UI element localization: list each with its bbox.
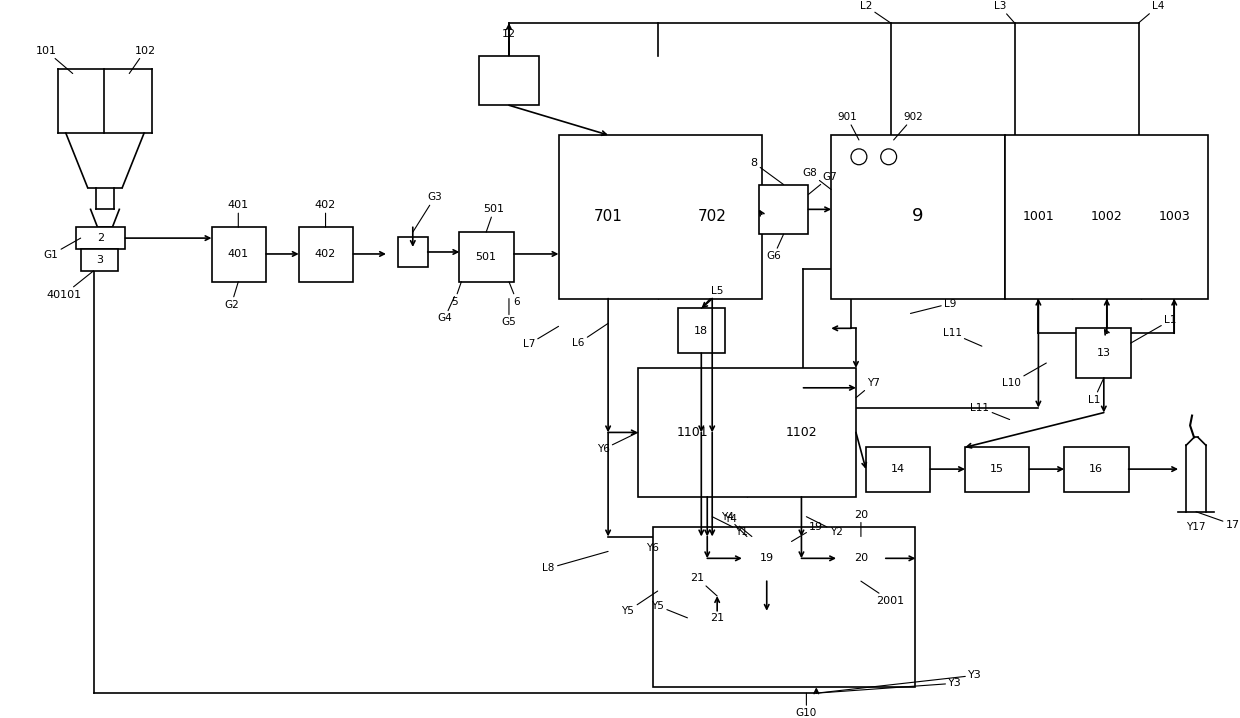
- Text: 21: 21: [711, 613, 724, 623]
- Bar: [831, 135, 1004, 299]
- Bar: [212, 227, 267, 281]
- Text: Y3: Y3: [816, 679, 962, 693]
- Text: G6: G6: [766, 234, 784, 261]
- Text: 18: 18: [694, 326, 708, 336]
- Text: Y5: Y5: [621, 591, 657, 616]
- Text: G5: G5: [502, 299, 516, 327]
- Text: 14: 14: [890, 464, 905, 474]
- Text: 20: 20: [854, 510, 868, 536]
- Text: Y1: Y1: [712, 517, 749, 536]
- Circle shape: [851, 149, 867, 164]
- Bar: [1004, 135, 1208, 299]
- Bar: [299, 227, 353, 281]
- Bar: [836, 536, 885, 581]
- Text: 401: 401: [228, 249, 249, 259]
- Text: 19: 19: [760, 554, 774, 564]
- Text: 1003: 1003: [1158, 210, 1190, 223]
- Bar: [398, 237, 428, 267]
- Text: Y3: Y3: [816, 671, 982, 693]
- Text: 19: 19: [791, 521, 823, 541]
- Bar: [652, 526, 915, 687]
- Text: 1001: 1001: [1023, 210, 1054, 223]
- Bar: [965, 447, 1029, 492]
- Text: 1002: 1002: [1091, 210, 1122, 223]
- Text: 2: 2: [97, 233, 104, 243]
- Text: Y4: Y4: [724, 513, 751, 536]
- Text: Y5: Y5: [651, 601, 687, 617]
- Text: G2: G2: [224, 281, 239, 309]
- Text: 13: 13: [1097, 348, 1111, 358]
- Text: 3: 3: [95, 255, 103, 265]
- Text: 16: 16: [1089, 464, 1102, 474]
- Text: G4: G4: [438, 297, 454, 323]
- Bar: [558, 135, 761, 299]
- Bar: [459, 232, 513, 281]
- Text: 701: 701: [594, 209, 622, 224]
- Text: G3: G3: [413, 192, 441, 232]
- Text: Y6: Y6: [646, 544, 660, 554]
- Text: 2001: 2001: [861, 581, 905, 606]
- Bar: [76, 227, 125, 249]
- Text: L5: L5: [702, 286, 723, 309]
- Text: 501: 501: [476, 252, 497, 262]
- Text: L2: L2: [859, 1, 890, 23]
- Text: L11: L11: [971, 403, 1009, 419]
- Text: L11: L11: [942, 328, 982, 346]
- Bar: [637, 368, 856, 497]
- Text: L10: L10: [1002, 363, 1047, 388]
- Text: L1: L1: [1087, 378, 1104, 405]
- Text: 102: 102: [129, 46, 156, 73]
- Bar: [1064, 447, 1128, 492]
- Text: L4: L4: [1138, 1, 1164, 23]
- Text: L8: L8: [542, 551, 608, 573]
- Text: 21: 21: [691, 573, 717, 596]
- Text: G10: G10: [796, 693, 817, 718]
- Text: 402: 402: [315, 200, 336, 227]
- Text: Y17: Y17: [1187, 521, 1205, 531]
- Bar: [1076, 328, 1131, 378]
- Text: 1102: 1102: [786, 426, 817, 439]
- Text: Y4: Y4: [720, 512, 746, 536]
- Bar: [742, 536, 791, 581]
- Text: 101: 101: [36, 46, 73, 73]
- Text: 8: 8: [750, 158, 784, 185]
- Text: 6: 6: [508, 281, 521, 307]
- Text: 1101: 1101: [677, 426, 708, 439]
- Text: G1: G1: [43, 238, 81, 260]
- Text: L1: L1: [1131, 315, 1177, 343]
- Text: L9: L9: [910, 299, 956, 314]
- Text: L6: L6: [572, 323, 608, 348]
- Text: 9: 9: [911, 208, 924, 225]
- Text: 902: 902: [894, 112, 924, 140]
- Text: Y7: Y7: [856, 378, 880, 398]
- Text: 12: 12: [502, 29, 516, 56]
- Bar: [866, 447, 930, 492]
- Text: 901: 901: [837, 112, 859, 140]
- Text: G7: G7: [808, 172, 837, 195]
- Bar: [692, 596, 742, 640]
- Text: 402: 402: [315, 249, 336, 259]
- Text: L3: L3: [993, 1, 1014, 23]
- Bar: [677, 309, 725, 353]
- Text: 40101: 40101: [46, 271, 93, 299]
- Text: 17: 17: [1197, 512, 1240, 530]
- Text: L7: L7: [522, 327, 558, 349]
- Bar: [479, 56, 538, 106]
- Text: 401: 401: [228, 200, 249, 227]
- Text: 5: 5: [451, 281, 461, 307]
- Text: Y6: Y6: [596, 432, 637, 454]
- Bar: [759, 185, 808, 234]
- Text: 15: 15: [990, 464, 1003, 474]
- Text: 501: 501: [484, 205, 505, 232]
- Text: 20: 20: [854, 554, 868, 564]
- Text: 702: 702: [698, 209, 727, 224]
- Text: Y2: Y2: [806, 517, 842, 536]
- Bar: [81, 249, 118, 271]
- Text: G8: G8: [802, 168, 831, 190]
- Circle shape: [880, 149, 897, 164]
